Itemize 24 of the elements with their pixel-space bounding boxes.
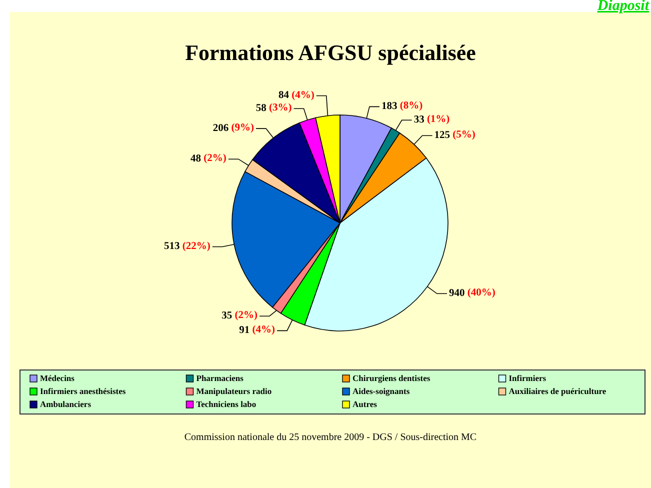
data-label: 206 (9%) — [212, 122, 254, 134]
data-label: 33 (1%) — [414, 114, 450, 126]
legend-label: Manipulateurs radio — [196, 386, 272, 396]
legend-label: Chirurgiens dentistes — [352, 372, 431, 383]
legend-label: Techniciens labo — [196, 398, 256, 409]
legend-label: Auxiliaires de puériculture — [508, 386, 606, 396]
data-label: 940 (40%) — [449, 288, 496, 300]
chart-title: Formations AFGSU spécialisée — [185, 40, 476, 65]
legend-label: Aides-soignants — [352, 386, 410, 396]
legend-label: Autres — [352, 398, 378, 409]
data-label: 84 (4%) — [278, 90, 315, 102]
data-label: 125 (5%) — [434, 130, 476, 142]
data-label: 513 (22%) — [164, 241, 211, 252]
data-label: 183 (8%) — [381, 101, 424, 112]
data-label: 91 (4%) — [239, 325, 276, 336]
legend-label: Infirmiers — [508, 372, 547, 383]
legend-label: Infirmiers anesthésistes — [40, 386, 126, 396]
legend-label: Pharmaciens — [196, 372, 244, 383]
legend-label: Médecins — [40, 372, 76, 383]
text: Commission nationale du 25 novembre 2009 - DGS / Sous-direction MC — [184, 432, 477, 443]
data-label: 48 (2%) — [190, 154, 227, 165]
data-label: 58 (3%) — [256, 103, 292, 114]
data-label: 35 (2%) — [222, 310, 258, 322]
legend-label: Ambulanciers — [40, 398, 92, 409]
